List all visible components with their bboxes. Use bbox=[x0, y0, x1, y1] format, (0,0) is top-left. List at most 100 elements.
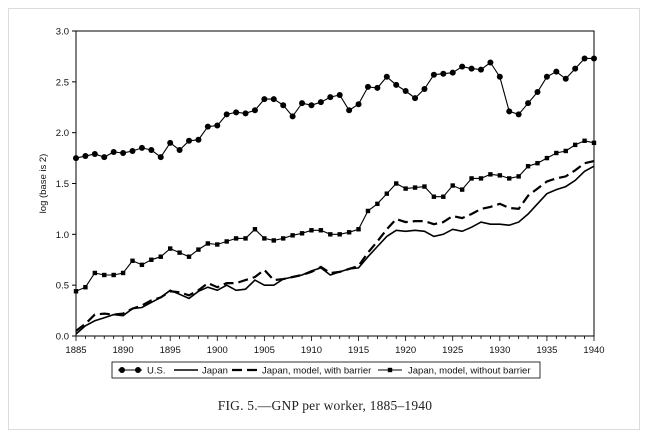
data-point bbox=[280, 102, 287, 109]
x-tick-label: 1885 bbox=[65, 345, 86, 356]
data-point bbox=[271, 238, 276, 243]
legend-entry: Japan bbox=[174, 366, 228, 377]
x-tick-label: 1930 bbox=[489, 345, 510, 356]
data-point bbox=[317, 99, 324, 106]
data-point bbox=[459, 187, 465, 192]
x-tick-label: 1900 bbox=[207, 345, 228, 356]
data-point bbox=[186, 137, 193, 144]
gnp-line-chart: 0.0 0.5 1.0 1.5 2.0 2.5 3.0 1885 1890 1895 1900 190… bbox=[38, 27, 605, 379]
data-point bbox=[120, 150, 127, 156]
data-point bbox=[261, 96, 268, 103]
data-point bbox=[543, 73, 550, 80]
data-point bbox=[375, 201, 380, 207]
data-point bbox=[525, 164, 531, 169]
data-point bbox=[157, 154, 164, 161]
data-point bbox=[430, 71, 437, 78]
data-point bbox=[365, 208, 371, 214]
legend-entry: Japan, model, without barrier bbox=[378, 366, 531, 377]
x-tick-label: 1925 bbox=[442, 345, 463, 356]
data-point bbox=[299, 231, 305, 236]
series-japan bbox=[75, 165, 595, 335]
data-point bbox=[544, 155, 550, 161]
data-point bbox=[553, 68, 560, 75]
x-tick-label: 1910 bbox=[301, 345, 322, 356]
legend-box bbox=[111, 361, 541, 379]
legend: U.S. Japan Japan, model, with barrier Japan… bbox=[111, 361, 541, 379]
data-point bbox=[412, 185, 418, 190]
data-point bbox=[262, 236, 267, 241]
data-point bbox=[215, 242, 220, 247]
y-tick-label: 2.5 bbox=[56, 77, 69, 88]
data-point bbox=[111, 272, 116, 278]
data-point bbox=[515, 111, 522, 118]
y-tick-label: 0.5 bbox=[56, 281, 69, 292]
data-point bbox=[233, 109, 240, 116]
data-point bbox=[535, 160, 540, 166]
data-point bbox=[488, 172, 493, 177]
data-point bbox=[572, 142, 578, 148]
data-point bbox=[384, 191, 389, 196]
y-tick-label: 2.0 bbox=[56, 128, 69, 139]
y-tick-label: 1.0 bbox=[56, 230, 69, 241]
data-point bbox=[214, 122, 221, 129]
data-point bbox=[383, 73, 390, 80]
data-point bbox=[487, 59, 494, 66]
data-point bbox=[374, 84, 381, 91]
data-point bbox=[356, 227, 361, 232]
data-point bbox=[91, 151, 98, 158]
x-tick-label: 1905 bbox=[254, 345, 275, 356]
y-tick-label: 0.0 bbox=[56, 332, 69, 343]
data-point bbox=[129, 147, 136, 154]
data-point bbox=[507, 176, 512, 181]
data-point bbox=[478, 176, 484, 181]
data-point bbox=[281, 236, 286, 241]
data-point bbox=[402, 87, 409, 94]
data-point bbox=[572, 65, 579, 72]
x-tick-label: 1940 bbox=[583, 345, 604, 356]
data-point bbox=[101, 154, 108, 161]
data-point bbox=[468, 65, 475, 72]
data-point bbox=[167, 246, 173, 251]
data-point bbox=[449, 69, 456, 76]
data-point bbox=[496, 73, 503, 80]
data-point bbox=[469, 176, 474, 181]
data-point bbox=[337, 232, 342, 237]
plot-layer bbox=[73, 55, 597, 335]
data-point bbox=[148, 146, 155, 153]
data-point bbox=[327, 94, 334, 101]
series-line bbox=[75, 165, 595, 335]
data-point bbox=[83, 285, 88, 290]
x-tick-label: 1890 bbox=[113, 345, 134, 356]
series-line bbox=[75, 57, 594, 159]
data-point bbox=[534, 89, 541, 95]
data-point bbox=[149, 257, 154, 262]
x-tick-label: 1935 bbox=[536, 345, 557, 356]
data-point bbox=[110, 148, 117, 155]
data-point bbox=[431, 194, 437, 199]
series-line bbox=[75, 160, 595, 332]
plot-area-border bbox=[75, 30, 595, 337]
data-point bbox=[450, 183, 455, 188]
legend-marker bbox=[119, 367, 125, 373]
legend-label: Japan, model, without barrier bbox=[408, 366, 531, 377]
axis-layer: 0.0 0.5 1.0 1.5 2.0 2.5 3.0 1885 1890 1895 1900 190… bbox=[56, 27, 605, 357]
data-point bbox=[158, 254, 163, 259]
data-point bbox=[251, 107, 258, 114]
data-point bbox=[563, 148, 568, 154]
legend-label: Japan bbox=[202, 366, 228, 377]
data-point bbox=[186, 254, 192, 259]
data-point bbox=[130, 258, 135, 263]
data-point bbox=[497, 173, 503, 178]
series-japan-model-with-barrier bbox=[75, 160, 595, 332]
data-point bbox=[422, 184, 427, 189]
data-point bbox=[308, 102, 315, 109]
legend-marker bbox=[387, 367, 393, 373]
legend-marker bbox=[135, 367, 141, 373]
data-point bbox=[270, 96, 277, 103]
legend-entry: U.S. bbox=[118, 366, 165, 377]
data-point bbox=[581, 55, 588, 62]
data-point bbox=[243, 236, 248, 241]
data-point bbox=[82, 153, 89, 160]
data-point bbox=[290, 233, 295, 238]
data-point bbox=[92, 270, 98, 276]
